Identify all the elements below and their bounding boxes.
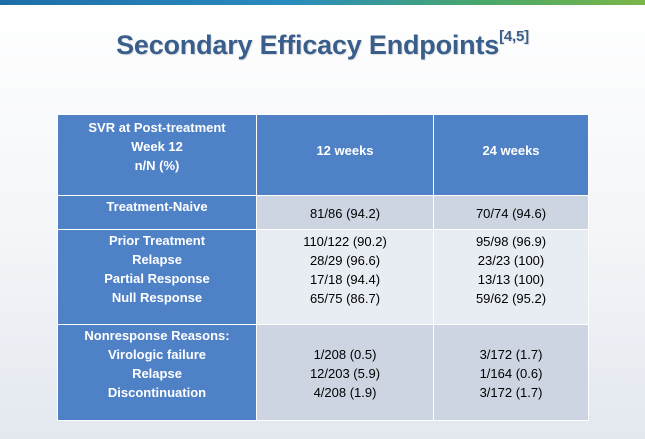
value: 4/208 (1.9) xyxy=(313,385,377,401)
value: 12/203 (5.9) xyxy=(309,366,381,382)
value: 95/98 (96.9) xyxy=(475,233,547,249)
row-label: Nonresponse Reasons: xyxy=(84,328,230,344)
value-cell-24-weeks: 95/98 (96.9) 23/23 (100) 13/13 (100) 59/… xyxy=(433,228,589,326)
endpoints-table: SVR at Post-treatment Week 12 n/N (%) 12… xyxy=(57,114,589,421)
value-cell-12-weeks: 110/122 (90.2) 28/29 (96.6) 17/18 (94.4)… xyxy=(256,228,434,326)
value: 59/62 (95.2) xyxy=(475,290,547,306)
value: 28/29 (96.6) xyxy=(309,252,381,268)
header-line: n/N (%) xyxy=(134,158,180,173)
value-cell-24-weeks: 3/172 (1.7) 1/164 (0.6) 3/172 (1.7) xyxy=(433,324,589,421)
row-label-cell: Nonresponse Reasons: Virologic failure R… xyxy=(57,324,257,421)
value: 13/13 (100) xyxy=(477,271,545,287)
header-svr-cell: SVR at Post-treatment Week 12 n/N (%) xyxy=(57,114,257,196)
table-row: Prior Treatment Relapse Partial Response… xyxy=(57,228,589,326)
row-label: Null Response xyxy=(111,289,203,305)
value: 1/208 (0.5) xyxy=(313,347,377,363)
slide-title-text: Secondary Efficacy Endpoints xyxy=(116,30,500,60)
row-label-cell: Treatment-Naive xyxy=(57,194,257,230)
row-label: Discontinuation xyxy=(107,385,207,401)
value: 81/86 (94.2) xyxy=(309,205,381,221)
header-12-weeks: 12 weeks xyxy=(256,114,434,196)
header-line: SVR at Post-treatment xyxy=(88,120,226,135)
value: 65/75 (86.7) xyxy=(309,290,381,306)
table-row: Treatment-Naive 81/86 (94.2) 70/74 (94.6… xyxy=(57,194,589,230)
row-label: Prior Treatment xyxy=(108,232,206,248)
header-24-weeks: 24 weeks xyxy=(433,114,589,196)
value: 3/172 (1.7) xyxy=(479,385,543,401)
value: 1/164 (0.6) xyxy=(479,366,543,382)
value: 23/23 (100) xyxy=(477,252,545,268)
value: 3/172 (1.7) xyxy=(479,347,543,363)
value: 17/18 (94.4) xyxy=(309,271,381,287)
value: 70/74 (94.6) xyxy=(475,205,547,221)
slide-title-reference: [4,5] xyxy=(499,28,529,45)
row-label: Treatment-Naive xyxy=(106,198,208,214)
row-label: Virologic failure xyxy=(107,347,206,363)
header-line: Week 12 xyxy=(131,139,183,154)
row-label: Relapse xyxy=(132,251,182,267)
value-cell-12-weeks: 1/208 (0.5) 12/203 (5.9) 4/208 (1.9) xyxy=(256,324,434,421)
value-cell-12-weeks: 81/86 (94.2) xyxy=(256,194,434,230)
row-label-cell: Prior Treatment Relapse Partial Response… xyxy=(57,228,257,326)
row-label: Relapse xyxy=(132,366,182,382)
slide-title: Secondary Efficacy Endpoints[4,5] xyxy=(0,28,645,61)
value: 110/122 (90.2) xyxy=(303,233,387,249)
top-accent-bar xyxy=(0,0,645,5)
table-row: Nonresponse Reasons: Virologic failure R… xyxy=(57,324,589,421)
row-label: Partial Response xyxy=(104,270,210,286)
table-header-row: SVR at Post-treatment Week 12 n/N (%) 12… xyxy=(57,114,589,196)
value-cell-24-weeks: 70/74 (94.6) xyxy=(433,194,589,230)
